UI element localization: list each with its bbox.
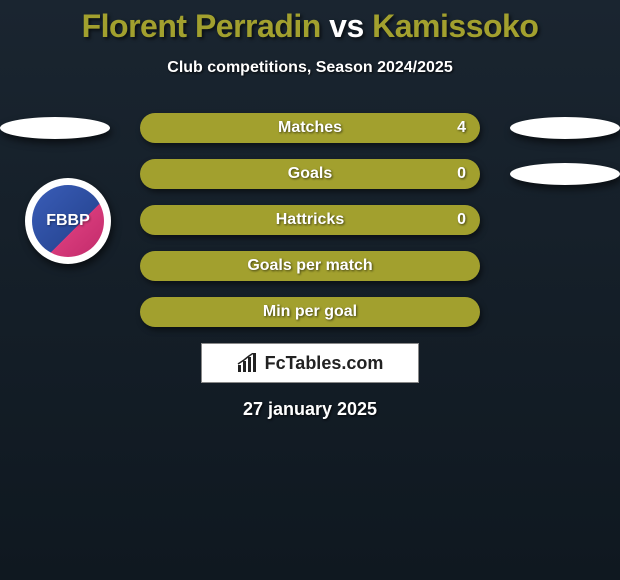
stat-label: Min per goal: [263, 303, 357, 321]
stat-row: Goals 0: [0, 159, 620, 189]
subtitle: Club competitions, Season 2024/2025: [0, 59, 620, 77]
stat-right-value: 0: [457, 165, 466, 183]
comparison-card: Florent Perradin vs Kamissoko Club compe…: [0, 0, 620, 420]
stat-bar: Goals per match: [140, 251, 480, 281]
stat-right-value: 0: [457, 211, 466, 229]
stat-label: Goals per match: [247, 257, 372, 275]
stat-label: Goals: [288, 165, 332, 183]
watermark-badge[interactable]: FcTables.com: [201, 343, 419, 383]
stat-bar: Hattricks 0: [140, 205, 480, 235]
club-logo-inner: FBBP: [32, 185, 104, 257]
club-logo-label: FBBP: [46, 212, 90, 230]
stat-row: Min per goal: [0, 297, 620, 327]
watermark-text: FcTables.com: [265, 353, 384, 374]
stat-bar: Min per goal: [140, 297, 480, 327]
vs-separator: vs: [329, 8, 364, 44]
stat-label: Hattricks: [276, 211, 344, 229]
player2-name: Kamissoko: [372, 8, 538, 44]
player1-name: Florent Perradin: [82, 8, 321, 44]
page-title: Florent Perradin vs Kamissoko: [0, 8, 620, 45]
left-badge-slot: [0, 117, 110, 139]
stat-bar: Goals 0: [140, 159, 480, 189]
player1-club-logo: FBBP: [25, 178, 111, 264]
right-badge-slot: [510, 117, 620, 139]
stat-bar: Matches 4: [140, 113, 480, 143]
snapshot-date: 27 january 2025: [0, 399, 620, 420]
right-badge-slot: [510, 163, 620, 185]
player2-ellipse-icon: [510, 163, 620, 185]
stat-right-value: 4: [457, 119, 466, 137]
barchart-icon: [237, 353, 259, 373]
stat-row: Matches 4: [0, 113, 620, 143]
player1-ellipse-icon: [0, 117, 110, 139]
stat-label: Matches: [278, 119, 342, 137]
player2-ellipse-icon: [510, 117, 620, 139]
